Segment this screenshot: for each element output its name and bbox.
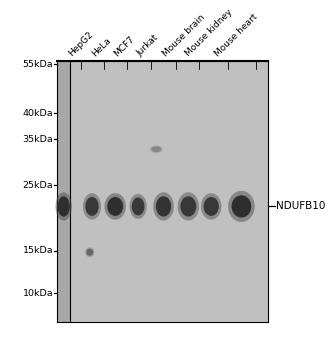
Text: NDUFB10: NDUFB10: [276, 202, 326, 211]
Text: 15kDa: 15kDa: [22, 246, 53, 255]
Text: 25kDa: 25kDa: [22, 181, 53, 190]
Ellipse shape: [105, 193, 126, 220]
Text: HepG2: HepG2: [67, 30, 95, 58]
Text: HeLa: HeLa: [90, 36, 112, 58]
Ellipse shape: [178, 192, 199, 220]
Ellipse shape: [201, 193, 221, 220]
Ellipse shape: [130, 194, 147, 219]
Text: Mouse brain: Mouse brain: [161, 13, 207, 58]
Ellipse shape: [228, 191, 255, 222]
Text: Jurkat: Jurkat: [136, 33, 160, 58]
Ellipse shape: [85, 247, 94, 257]
Ellipse shape: [83, 193, 101, 220]
Ellipse shape: [156, 196, 171, 217]
Text: 55kDa: 55kDa: [22, 60, 53, 69]
Ellipse shape: [149, 145, 163, 153]
Ellipse shape: [86, 248, 93, 256]
Ellipse shape: [231, 195, 251, 218]
Ellipse shape: [132, 197, 144, 215]
Ellipse shape: [153, 192, 174, 220]
Text: Mouse kidney: Mouse kidney: [184, 8, 234, 58]
Text: 10kDa: 10kDa: [22, 288, 53, 298]
Ellipse shape: [107, 197, 123, 216]
Text: 40kDa: 40kDa: [22, 109, 53, 118]
Text: Mouse heart: Mouse heart: [213, 12, 259, 58]
Ellipse shape: [204, 197, 219, 216]
Ellipse shape: [151, 146, 161, 152]
Ellipse shape: [85, 197, 99, 216]
Text: 35kDa: 35kDa: [22, 135, 53, 144]
Bar: [57, 61, 70, 322]
Text: MCF7: MCF7: [112, 34, 136, 58]
Bar: [70, 61, 268, 322]
Ellipse shape: [58, 196, 70, 217]
Ellipse shape: [180, 196, 196, 217]
Ellipse shape: [56, 192, 72, 220]
